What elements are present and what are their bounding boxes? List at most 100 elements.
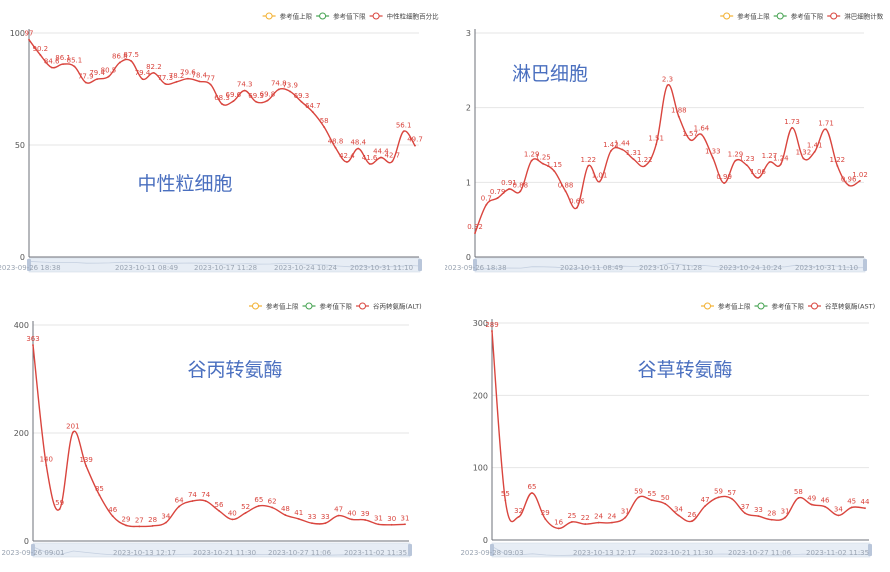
data-point	[178, 505, 181, 508]
data-point	[847, 184, 850, 187]
legend-lower-limit[interactable]: 参考值下限	[754, 302, 805, 311]
data-label: 64	[175, 496, 184, 504]
datazoom-slider[interactable]	[27, 257, 422, 273]
datazoom-preview-line	[491, 546, 870, 556]
legend-series[interactable]: 谷丙转氨酶(ALT)	[356, 302, 422, 311]
datazoom-handle-left[interactable]	[31, 544, 35, 556]
y-tick-label: 50	[15, 141, 25, 150]
y-tick-label: 0	[20, 253, 25, 262]
legend-lower-limit[interactable]: 参考值下限	[773, 12, 824, 21]
data-label: 0.88	[558, 181, 574, 189]
x-tick-label: 2023-10-21 11:30	[193, 549, 256, 557]
legend-upper-limit[interactable]: 参考值上限	[701, 302, 751, 311]
y-tick-label: 0	[466, 253, 471, 262]
y-tick-label: 100	[473, 464, 488, 473]
data-label: 1.01	[592, 172, 608, 180]
data-label: 1.15	[546, 161, 562, 169]
series-line	[474, 84, 861, 234]
data-point	[837, 514, 840, 517]
data-point	[404, 523, 406, 526]
legend-circle-icon	[319, 12, 327, 20]
data-point	[791, 126, 793, 129]
data-point	[151, 524, 154, 527]
y-tick-label: 400	[14, 321, 29, 330]
legend-series[interactable]: 中性粒细胞百分比	[369, 12, 440, 21]
data-point	[584, 523, 587, 525]
y-tick-label: 100	[10, 29, 25, 38]
data-point	[323, 126, 326, 128]
datazoom-handle-right[interactable]	[408, 544, 412, 556]
data-label: 33	[321, 513, 330, 521]
datazoom-slider[interactable]	[473, 257, 867, 273]
panel-title: 谷丙转氨酶	[187, 359, 282, 381]
data-point	[609, 150, 612, 152]
data-label: 79.4	[89, 69, 105, 77]
data-point	[632, 158, 635, 161]
data-point	[825, 128, 827, 131]
data-point	[576, 206, 578, 209]
data-label: 44.4	[373, 148, 389, 156]
chart-lymphocyte: 0 1 2 3 淋巴细胞 0.32 0.7 0.79 0.91 0.88 1.29 1.25 1.15 0…	[445, 0, 890, 282]
legend-upper-limit[interactable]: 参考值上限	[262, 12, 313, 21]
data-point	[655, 143, 658, 146]
data-label: 42.4	[339, 152, 355, 160]
data-point	[377, 523, 380, 526]
datazoom-slider[interactable]	[31, 542, 412, 558]
data-label: 90.2	[33, 45, 49, 53]
legend-upper-limit[interactable]: 参考值上限	[249, 302, 299, 311]
chart-ast: 0 100 200 300 谷草转氨酶 289 55 32 65 29 16 25 22 24 24 31 59…	[445, 290, 890, 572]
data-point	[138, 525, 141, 528]
datazoom-handle-right[interactable]	[868, 544, 872, 556]
data-label: 1.42	[603, 141, 619, 149]
data-point	[519, 190, 522, 193]
data-point	[289, 90, 292, 93]
data-point	[517, 515, 520, 518]
data-point	[504, 499, 507, 502]
data-label: 1.27	[762, 152, 778, 160]
legend-label: 谷草转氨酶(AST)	[825, 302, 875, 311]
data-point	[111, 515, 114, 518]
data-label: 80.5	[101, 67, 117, 75]
data-label: 37	[741, 503, 750, 511]
legend-lower-limit[interactable]: 参考值下限	[316, 12, 366, 21]
legend-series[interactable]: 淋巴细胞计数	[827, 12, 884, 21]
data-label: 25	[567, 512, 576, 520]
data-point	[621, 148, 624, 151]
x-tick-label: 2023-09-26 09:01	[1, 549, 64, 557]
datazoom-handle-left[interactable]	[490, 544, 494, 556]
data-point	[324, 522, 327, 525]
datazoom-handle-left[interactable]	[473, 259, 477, 271]
data-point	[368, 162, 371, 165]
data-point	[734, 159, 737, 162]
data-label: 65	[528, 483, 537, 491]
data-point	[587, 165, 590, 167]
data-point	[334, 146, 337, 149]
data-label: 1.23	[739, 155, 755, 163]
data-label: 28	[767, 510, 776, 518]
data-point	[300, 100, 303, 103]
data-label: 87.5	[123, 51, 139, 59]
datazoom-slider[interactable]	[490, 542, 872, 558]
datazoom-handle-left[interactable]	[27, 259, 31, 271]
legend-series[interactable]: 谷草转氨酶(AST)	[808, 302, 875, 311]
data-label: 0.91	[501, 179, 517, 187]
data-label: 45	[847, 497, 856, 505]
datazoom-handle-right[interactable]	[863, 259, 867, 271]
x-tick-label: 2023-10-27 11:06	[728, 549, 792, 557]
data-point	[704, 505, 707, 507]
x-tick-label: 2023-10-31 11:10	[795, 264, 858, 272]
data-point	[244, 512, 247, 514]
datazoom-handle-right[interactable]	[418, 259, 422, 271]
data-point	[277, 88, 280, 91]
legend-upper-limit[interactable]: 参考值上限	[720, 12, 770, 21]
legend-lower-limit[interactable]: 参考值下限	[302, 302, 353, 311]
data-point	[107, 75, 110, 78]
legend-circle-icon	[757, 302, 765, 310]
series-line	[491, 330, 866, 530]
data-label: 58	[320, 117, 329, 125]
data-label: 40	[347, 509, 356, 517]
legend-circle-icon	[776, 12, 784, 20]
data-point	[58, 508, 61, 511]
chart-ast-svg: 0 100 200 300 谷草转氨酶 289 55 32 65 29 16 25 22 24 24 31 59…	[460, 302, 875, 558]
x-tick-label: 2023-10-13 12:17	[113, 549, 176, 557]
